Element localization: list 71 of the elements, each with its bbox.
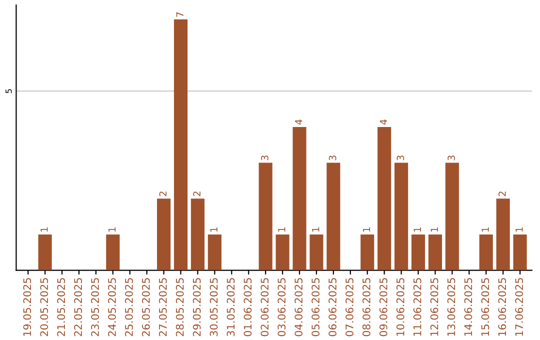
bar (276, 234, 290, 270)
x-tick-label: 11.06.2025 (413, 278, 422, 336)
x-tick-label: 20.05.2025 (40, 278, 48, 336)
x-tick-label: 24.05.2025 (108, 278, 116, 336)
data-label: 1 (278, 227, 286, 232)
data-label: 2 (498, 192, 506, 196)
bar (292, 126, 306, 270)
bar (428, 234, 442, 270)
x-tick-label: 08.06.2025 (362, 278, 370, 336)
bar (445, 162, 459, 270)
x-tick-label: 23.05.2025 (91, 278, 99, 336)
data-label: 1 (210, 227, 218, 232)
bar (479, 234, 493, 270)
bar (310, 234, 324, 270)
data-label: 1 (516, 227, 523, 232)
data-label: 3 (448, 156, 455, 160)
bar (174, 19, 188, 270)
bar (157, 198, 171, 270)
data-label: 4 (295, 120, 302, 125)
x-tick-label: 22.05.2025 (74, 278, 82, 336)
x-tick-label: 16.06.2025 (498, 278, 506, 336)
x-tick-label: 31.05.2025 (226, 278, 235, 336)
data-label: 1 (414, 227, 421, 232)
x-tick-label: 25.05.2025 (125, 278, 133, 336)
x-tick-label: 27.05.2025 (158, 278, 167, 336)
data-label: 3 (396, 156, 404, 160)
bar (258, 162, 272, 270)
data-label: 3 (328, 156, 336, 160)
x-tick-label: 21.05.2025 (57, 278, 66, 336)
x-tick-label: 04.06.2025 (294, 278, 303, 336)
bar (360, 234, 374, 270)
bar (513, 234, 527, 270)
x-tick-label: 15.06.2025 (481, 278, 490, 336)
bar (394, 162, 408, 270)
data-label: 1 (362, 227, 370, 232)
bar (106, 234, 120, 270)
x-tick-label: 14.06.2025 (464, 278, 472, 336)
data-label: 2 (159, 192, 166, 196)
bar (208, 234, 222, 270)
data-label: 1 (40, 227, 48, 232)
x-tick-label: 06.06.2025 (328, 278, 336, 336)
data-label: 1 (430, 227, 438, 232)
x-tick-label: 05.06.2025 (312, 278, 320, 336)
x-tick-label: 29.05.2025 (192, 278, 201, 336)
x-tick-label: 01.06.2025 (244, 278, 252, 336)
x-tick-label: 17.06.2025 (515, 278, 524, 336)
data-label: 1 (108, 227, 116, 232)
x-tick-label: 26.05.2025 (142, 278, 150, 336)
x-tick-label: 28.05.2025 (176, 278, 184, 336)
bar (411, 234, 426, 270)
x-tick-label: 12.06.2025 (430, 278, 438, 336)
y-tick-label: 5 (6, 89, 12, 94)
data-label: 3 (261, 156, 268, 160)
x-tick-label: 07.06.2025 (346, 278, 354, 336)
x-tick-label: 09.06.2025 (379, 278, 388, 336)
bar (496, 198, 510, 270)
x-tick-label: 02.06.2025 (260, 278, 269, 336)
data-label: 1 (312, 227, 320, 232)
bar (326, 162, 340, 270)
data-label: 7 (176, 12, 184, 17)
data-label: 2 (193, 192, 200, 196)
x-tick-label: 13.06.2025 (447, 278, 456, 336)
data-label: 1 (482, 227, 489, 232)
bar (190, 198, 204, 270)
x-tick-label: 03.06.2025 (278, 278, 286, 336)
bar (378, 126, 392, 270)
x-tick-label: 19.05.2025 (23, 278, 32, 336)
data-label: 4 (380, 120, 387, 125)
bar (38, 234, 52, 270)
x-tick-label: 30.05.2025 (210, 278, 218, 336)
x-tick-label: 10.06.2025 (396, 278, 404, 336)
